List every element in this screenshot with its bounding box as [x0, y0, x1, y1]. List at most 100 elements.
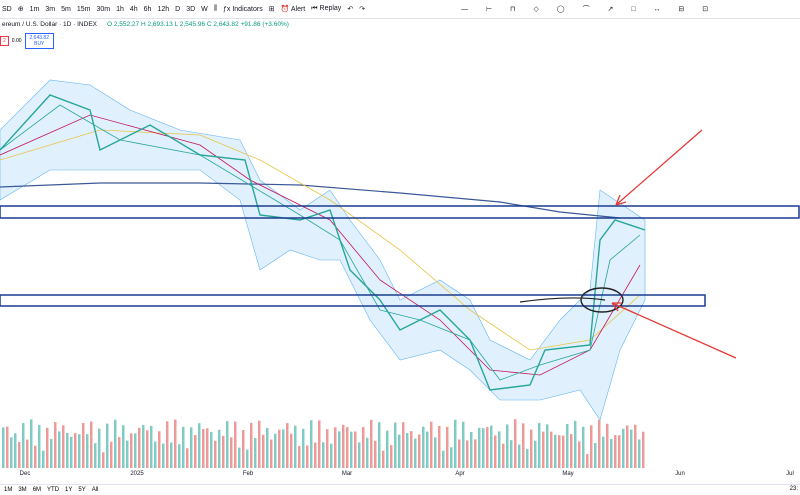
volume-bar [542, 431, 545, 468]
volume-bar [314, 442, 317, 468]
volume-bar [602, 436, 605, 468]
volume-bar [54, 422, 57, 468]
volume-bar [110, 441, 113, 468]
range-button[interactable]: YTD [47, 487, 60, 493]
replay-label: Replay [319, 5, 342, 12]
volume-bar [370, 419, 373, 468]
volume-bar [406, 433, 409, 468]
volume-bar [294, 425, 297, 468]
volume-bar [202, 429, 205, 468]
volume-bar [78, 434, 81, 468]
volume-bar [118, 437, 121, 468]
volume-bar [274, 433, 277, 468]
volume-bar [626, 425, 629, 468]
interval[interactable]: W [201, 5, 208, 13]
volume-bar [342, 424, 345, 468]
volume-bar [434, 437, 437, 468]
alert-label: Alert [290, 6, 306, 13]
undo[interactable]: ↶ [347, 6, 354, 13]
volume-bar [102, 452, 105, 468]
volume-bar [466, 440, 469, 468]
time-label: May [562, 471, 574, 477]
symbol-title: ereum / U.S. Dollar · 1D · INDEX [2, 21, 97, 28]
volume-bar [82, 422, 85, 468]
volume-bar [306, 445, 309, 468]
volume-bar [18, 442, 21, 468]
volume-bar [574, 420, 577, 468]
volume-bar [606, 423, 609, 468]
alert[interactable]: ⏰ Alert [280, 6, 306, 13]
volume-bar [486, 426, 489, 468]
price [0, 94, 646, 391]
sell-button[interactable]: 2 [0, 36, 9, 46]
volume-bar [622, 428, 625, 468]
range-button[interactable]: 1Y [65, 487, 73, 493]
buy-button[interactable]: 2,643.82 BUY [24, 33, 54, 49]
replay[interactable]: ⏮ Replay [311, 5, 342, 12]
interval[interactable]: 3m [45, 5, 56, 13]
add-symbol[interactable]: ⊕ [17, 6, 24, 13]
chart-type[interactable]: ⫼ [213, 5, 217, 12]
interval[interactable]: 6h [143, 5, 152, 13]
interval[interactable]: 4h [129, 5, 138, 13]
volume-bar [86, 434, 89, 468]
indicators-label: Indicators [232, 5, 263, 13]
interval[interactable]: 3D [186, 5, 196, 13]
range-button[interactable]: 3M [18, 487, 27, 493]
volume-bar [154, 441, 157, 468]
volume-bar [454, 419, 457, 468]
volume-bar [614, 435, 617, 468]
volume-bar [62, 425, 65, 468]
volume-bar [638, 439, 641, 468]
volume-bar [518, 444, 521, 468]
volume-bar [318, 420, 321, 468]
volume-bar [246, 449, 249, 468]
volume-bar [126, 440, 129, 468]
interval[interactable]: 5m [61, 5, 71, 13]
volume-bar [270, 439, 273, 468]
volume-bar [378, 422, 381, 468]
interval[interactable]: 1m [29, 5, 40, 13]
time-label: Mar [341, 471, 353, 477]
volume-bar [354, 431, 357, 468]
range-button[interactable]: 5Y [78, 487, 86, 493]
volume-bar [34, 445, 37, 468]
volume-bar [286, 423, 289, 468]
symbol[interactable]: SD [2, 5, 12, 13]
ma-yellow [0, 129, 641, 351]
drawing-tools[interactable]: — ⊢ ⊓ ◇ ◯ ⌒ ↗ □ ↔ ⊟ ⊡ [461, 6, 717, 13]
volume-bar [6, 426, 9, 468]
volume-bar [330, 443, 333, 468]
interval[interactable]: 30m [96, 5, 111, 13]
spread: 0.00 [11, 38, 22, 44]
indicators[interactable]: ƒx Indicators [223, 5, 263, 13]
layout[interactable]: ⊞ [268, 6, 275, 13]
volume-bar [74, 433, 77, 468]
volume-bar [550, 431, 553, 468]
range-button[interactable]: 6M [32, 487, 42, 493]
volume-bar [150, 425, 153, 468]
intervals: 1m 3m 5m 15m 30m 1h 4h 6h 12h D 3D W [30, 6, 208, 13]
interval[interactable]: D [175, 5, 181, 13]
volume-bar [394, 422, 397, 468]
volume-bar [362, 426, 365, 468]
interval[interactable]: 15m [76, 5, 91, 13]
volume-bar [610, 438, 613, 468]
range-button[interactable]: All [91, 487, 99, 493]
volume-bar [590, 425, 593, 468]
volume-bar [66, 432, 69, 468]
volume-bar [402, 422, 405, 468]
volume-bar [506, 424, 509, 468]
range-button[interactable]: 1M [4, 487, 13, 493]
redo[interactable]: ↷ [359, 6, 366, 13]
volume-bar [322, 442, 325, 468]
price-chart [0, 79, 800, 468]
time-label: 2025 [130, 471, 144, 477]
long-ma [0, 182, 621, 219]
interval[interactable]: 1h [116, 5, 124, 13]
volume-bar [562, 435, 565, 468]
interval[interactable]: 12h [157, 5, 170, 13]
volume-bar [178, 444, 181, 468]
volume-bar [222, 435, 225, 468]
